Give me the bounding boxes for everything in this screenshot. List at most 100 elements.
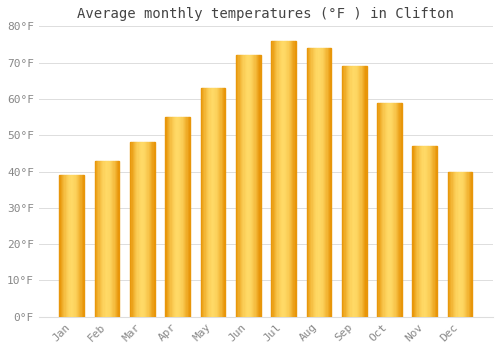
Bar: [182, 117, 184, 317]
Bar: [464, 172, 465, 317]
Bar: [416, 146, 418, 317]
Bar: [253, 55, 254, 317]
Bar: [415, 146, 416, 317]
Bar: [396, 103, 397, 317]
Bar: [460, 172, 462, 317]
Bar: [178, 117, 179, 317]
Bar: [83, 175, 84, 317]
Bar: [430, 146, 431, 317]
Bar: [62, 175, 63, 317]
Bar: [111, 161, 112, 317]
Bar: [238, 55, 240, 317]
Bar: [434, 146, 436, 317]
Bar: [462, 172, 464, 317]
Bar: [343, 66, 344, 317]
Bar: [73, 175, 74, 317]
Bar: [216, 88, 218, 317]
Bar: [271, 41, 296, 317]
Bar: [414, 146, 415, 317]
Bar: [154, 142, 155, 317]
Bar: [140, 142, 141, 317]
Bar: [363, 66, 364, 317]
Bar: [130, 142, 155, 317]
Bar: [223, 88, 224, 317]
Bar: [288, 41, 290, 317]
Bar: [318, 48, 319, 317]
Bar: [281, 41, 282, 317]
Bar: [384, 103, 386, 317]
Bar: [309, 48, 310, 317]
Bar: [390, 103, 392, 317]
Bar: [344, 66, 346, 317]
Bar: [94, 161, 96, 317]
Bar: [60, 175, 62, 317]
Bar: [286, 41, 288, 317]
Bar: [392, 103, 393, 317]
Bar: [242, 55, 244, 317]
Bar: [280, 41, 281, 317]
Bar: [98, 161, 100, 317]
Bar: [387, 103, 388, 317]
Bar: [314, 48, 315, 317]
Bar: [213, 88, 214, 317]
Bar: [116, 161, 117, 317]
Bar: [306, 48, 308, 317]
Bar: [324, 48, 325, 317]
Bar: [237, 55, 238, 317]
Bar: [148, 142, 150, 317]
Bar: [257, 55, 258, 317]
Bar: [285, 41, 286, 317]
Bar: [436, 146, 437, 317]
Bar: [386, 103, 387, 317]
Bar: [328, 48, 329, 317]
Bar: [421, 146, 422, 317]
Bar: [110, 161, 111, 317]
Bar: [358, 66, 359, 317]
Bar: [241, 55, 242, 317]
Bar: [74, 175, 76, 317]
Bar: [166, 117, 190, 317]
Bar: [382, 103, 384, 317]
Bar: [320, 48, 322, 317]
Bar: [466, 172, 468, 317]
Bar: [422, 146, 424, 317]
Bar: [204, 88, 206, 317]
Bar: [70, 175, 72, 317]
Bar: [428, 146, 430, 317]
Bar: [449, 172, 450, 317]
Bar: [200, 88, 226, 317]
Title: Average monthly temperatures (°F ) in Clifton: Average monthly temperatures (°F ) in Cl…: [78, 7, 454, 21]
Bar: [278, 41, 280, 317]
Bar: [212, 88, 213, 317]
Bar: [459, 172, 460, 317]
Bar: [276, 41, 278, 317]
Bar: [393, 103, 394, 317]
Bar: [398, 103, 400, 317]
Bar: [112, 161, 114, 317]
Bar: [203, 88, 204, 317]
Bar: [247, 55, 248, 317]
Bar: [272, 41, 274, 317]
Bar: [138, 142, 140, 317]
Bar: [97, 161, 98, 317]
Bar: [76, 175, 78, 317]
Bar: [378, 103, 380, 317]
Bar: [251, 55, 252, 317]
Bar: [271, 41, 272, 317]
Bar: [186, 117, 188, 317]
Bar: [145, 142, 146, 317]
Bar: [353, 66, 354, 317]
Bar: [66, 175, 67, 317]
Bar: [274, 41, 275, 317]
Bar: [169, 117, 170, 317]
Bar: [310, 48, 312, 317]
Bar: [236, 55, 237, 317]
Bar: [150, 142, 151, 317]
Bar: [224, 88, 226, 317]
Bar: [180, 117, 182, 317]
Bar: [166, 117, 168, 317]
Bar: [322, 48, 324, 317]
Bar: [82, 175, 83, 317]
Bar: [202, 88, 203, 317]
Bar: [104, 161, 106, 317]
